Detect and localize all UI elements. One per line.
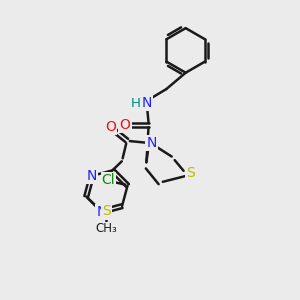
Text: N: N <box>146 136 157 150</box>
Text: CH₃: CH₃ <box>96 222 118 235</box>
Text: S: S <box>186 166 195 180</box>
Text: H: H <box>131 97 141 110</box>
Text: O: O <box>120 118 130 132</box>
Text: S: S <box>102 204 110 218</box>
Text: N: N <box>142 96 152 110</box>
Text: N: N <box>96 205 106 219</box>
Text: N: N <box>86 169 97 183</box>
Text: Cl: Cl <box>102 173 116 187</box>
Text: O: O <box>105 120 116 134</box>
